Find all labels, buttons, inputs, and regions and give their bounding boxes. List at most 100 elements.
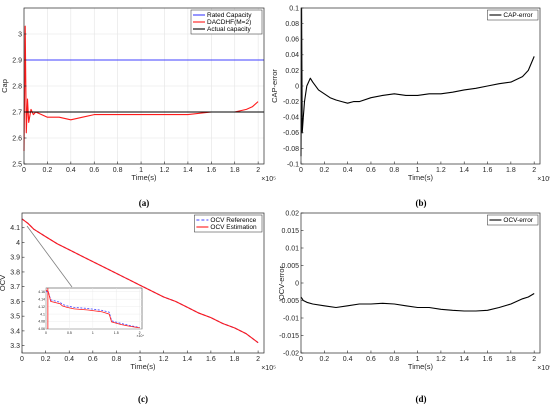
- legend-label: DACDHF(M=2): [207, 19, 251, 26]
- x-tick-label: 0: [299, 356, 303, 363]
- x-tick-label: 1.4: [459, 167, 469, 174]
- x-tick-label: 1.2: [436, 167, 446, 174]
- series-line-2: [21, 218, 259, 344]
- x-tick-label: 1.6: [483, 167, 493, 174]
- y-tick-label: 0.005: [281, 263, 299, 270]
- y-tick-label: 0: [295, 83, 299, 90]
- legend-box: [487, 9, 539, 21]
- inset-x-tick-label: 1: [92, 331, 94, 335]
- y-tick-label: 3.5: [10, 314, 20, 321]
- axes-box: [21, 212, 265, 354]
- y-tick-label: 3.4: [10, 328, 20, 335]
- caption-b: (b): [416, 198, 427, 208]
- x-tick-label: 1: [416, 167, 420, 174]
- y-tick-label: -0.015: [279, 333, 299, 340]
- y-tick-label: -0.06: [283, 130, 299, 137]
- x-tick-label: 1.8: [230, 356, 240, 363]
- inset-x-tick-label: 0: [45, 331, 47, 335]
- x-tick-label: 1.4: [182, 356, 192, 363]
- inset-y-tick-label: 4.12: [38, 305, 45, 309]
- x-tick-label: 1.8: [230, 167, 240, 174]
- inset-y-tick-label: 4.06: [38, 327, 45, 331]
- x-exponent: ×10⁵: [537, 176, 550, 183]
- x-tick-label: 0: [22, 167, 26, 174]
- y-tick-label: 0.1: [289, 5, 299, 12]
- y-tick-label: -0.02: [283, 99, 299, 106]
- x-tick-label: 0.6: [88, 356, 98, 363]
- inset-x-tick-label: 2: [139, 331, 141, 335]
- y-tick-label: -0.02: [283, 350, 299, 357]
- y-axis-label: OCV-error: [277, 265, 286, 300]
- y-tick-label: 0.015: [281, 228, 299, 235]
- x-tick-label: 0.2: [319, 167, 329, 174]
- x-tick-label: 0.8: [389, 167, 399, 174]
- y-tick-label: -0.08: [283, 146, 299, 153]
- x-tick-label: 1: [138, 356, 142, 363]
- x-tick-label: 1: [139, 167, 143, 174]
- x-tick-label: 0.8: [113, 167, 123, 174]
- plot-area: [301, 8, 540, 164]
- y-tick-label: -0.005: [279, 298, 299, 305]
- y-tick-label: -0.04: [283, 115, 299, 122]
- y-tick-label: 0.04: [285, 52, 299, 59]
- legend-label: CAP-error: [503, 12, 533, 19]
- inset-x-exponent: ×10⁴: [137, 334, 145, 338]
- chart-a: 0 0.2 0.4 0.6 0.8 1 1.2 1.4 1.6 1.8 2 2.5 2.6 2.7 2.8 2…: [0, 7, 276, 183]
- x-tick-label: 1.2: [160, 167, 170, 174]
- legend-label: OCV Estimation: [210, 224, 257, 231]
- legend: CAP-error: [487, 9, 539, 21]
- x-tick-label: 2: [256, 167, 260, 174]
- x-tick-label: 1.6: [206, 167, 216, 174]
- x-tick-label: 0.6: [366, 167, 376, 174]
- y-tick-label: 3: [18, 31, 22, 38]
- y-tick-label: 3.7: [10, 284, 20, 291]
- x-exponent: ×10⁵: [261, 365, 276, 372]
- y-tick-label: 2.8: [12, 83, 22, 90]
- x-tick-label: 0: [299, 167, 303, 174]
- y-tick-label: 4.1: [10, 225, 20, 232]
- x-axis-label: Time(s): [408, 362, 434, 371]
- y-tick-label: 0.06: [285, 37, 299, 44]
- y-tick-label: 0: [295, 280, 299, 287]
- inset-pointer: [26, 225, 73, 288]
- x-tick-label: 0.4: [343, 167, 353, 174]
- inset-y-tick-label: 4.16: [38, 290, 45, 294]
- y-tick-label: 4: [16, 240, 20, 247]
- x-tick-label: 0.8: [112, 356, 122, 363]
- x-axis-label: Time(s): [408, 173, 434, 182]
- x-axis-label: Time(s): [131, 173, 157, 182]
- x-tick-label: 1.4: [459, 356, 469, 363]
- series-line-1: [300, 7, 535, 157]
- x-exponent: ×10⁵: [537, 365, 550, 372]
- inset-box: [45, 287, 143, 330]
- plot-area: [22, 213, 264, 353]
- y-axis-label: OCV: [0, 275, 7, 291]
- x-tick-label: 1.2: [436, 356, 446, 363]
- y-tick-label: 3.3: [10, 343, 20, 350]
- x-tick-label: 1: [416, 356, 420, 363]
- x-tick-label: 0.2: [43, 167, 53, 174]
- y-tick-label: 2.6: [12, 135, 22, 142]
- x-tick-label: 2: [532, 167, 536, 174]
- inset-estimation-line: [45, 289, 140, 329]
- caption-d: (d): [416, 394, 427, 404]
- x-exponent: ×10⁵: [261, 176, 276, 183]
- y-tick-label: 0.02: [285, 68, 299, 75]
- caption-c: (c): [138, 394, 148, 404]
- x-tick-label: 0.6: [89, 167, 99, 174]
- x-tick-label: 2: [256, 356, 260, 363]
- x-tick-label: 2: [532, 356, 536, 363]
- x-tick-label: 0.2: [319, 356, 329, 363]
- x-tick-label: 1.2: [159, 356, 169, 363]
- x-tick-label: 0: [20, 356, 24, 363]
- x-tick-label: 0.6: [366, 356, 376, 363]
- y-axis-label: CAP-error: [270, 69, 279, 103]
- legend: OCV-error: [487, 214, 539, 226]
- plot-area: [301, 213, 540, 353]
- x-tick-label: 0.2: [41, 356, 51, 363]
- x-tick-label: 1.6: [206, 356, 216, 363]
- y-tick-label: 3.9: [10, 255, 20, 262]
- legend-label: Rated Capacity: [207, 12, 252, 19]
